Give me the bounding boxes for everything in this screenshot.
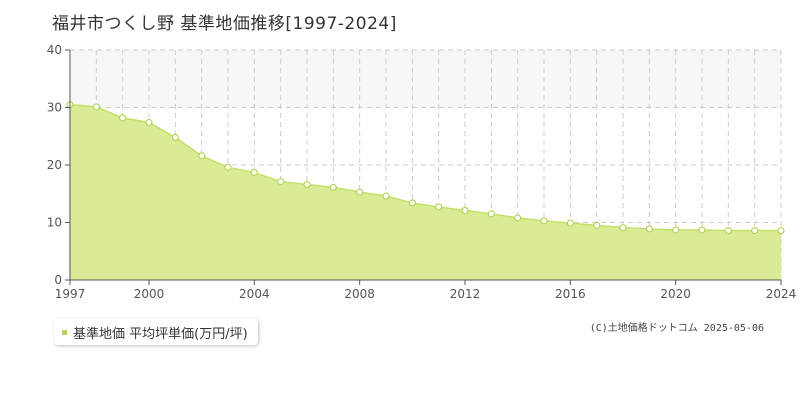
data-point: [277, 178, 285, 186]
data-point: [329, 183, 337, 192]
x-tick-label: 2016: [555, 287, 586, 301]
data-point: [198, 152, 206, 160]
series-line: [69, 103, 781, 232]
data-point: [751, 226, 759, 235]
data-point: [672, 226, 680, 234]
x-tick-label: 2004: [239, 287, 270, 301]
x-tick-label: 2020: [660, 287, 691, 301]
data-point: [461, 206, 469, 215]
tick-labels: 0 10 20 30 40 1997 2000 2004 2008 2012 2016 2020 202…: [47, 43, 797, 301]
data-point: [540, 217, 548, 225]
data-point: [92, 103, 100, 111]
data-point: [777, 226, 785, 235]
x-tick-label: 2012: [450, 287, 481, 301]
x-tick-label: 2008: [344, 287, 375, 301]
y-tick-label: 40: [47, 43, 62, 57]
upper-band: [70, 50, 781, 108]
data-point: [382, 192, 390, 200]
y-tick-label: 10: [47, 216, 62, 230]
data-point: [356, 188, 364, 196]
series-area: [70, 104, 781, 280]
chart-title: 福井市つくし野 基準地価推移[1997-2024]: [52, 14, 397, 34]
x-tick-label: 2024: [766, 287, 797, 301]
data-point: [435, 203, 443, 211]
legend-label: 基準地価 平均坪単価(万円/坪): [73, 326, 248, 342]
x-tick-label: 1997: [55, 287, 86, 301]
x-tick-label: 2000: [134, 287, 165, 301]
legend-swatch: [62, 329, 67, 335]
data-point: [593, 221, 601, 229]
data-point: [645, 225, 653, 233]
y-tick-label: 20: [47, 158, 62, 172]
data-point: [487, 210, 495, 218]
data-point: [250, 168, 258, 177]
data-point: [619, 224, 627, 232]
y-tick-label: 0: [54, 273, 62, 287]
data-point: [724, 226, 732, 235]
data-point: [698, 226, 706, 234]
data-point: [224, 163, 232, 171]
copyright-text: (C)土地価格ドットコム 2025-05-06: [589, 323, 764, 334]
data-point: [408, 199, 416, 207]
data-point: [303, 180, 311, 189]
data-point: [119, 114, 127, 122]
data-point: [566, 219, 574, 227]
axes: [65, 49, 782, 285]
data-point: [145, 118, 153, 127]
data-markers: [66, 101, 785, 235]
data-point: [171, 133, 179, 141]
legend: 基準地価 平均坪単価(万円/坪): [54, 319, 258, 345]
data-point: [514, 214, 522, 222]
y-tick-label: 30: [47, 101, 62, 115]
